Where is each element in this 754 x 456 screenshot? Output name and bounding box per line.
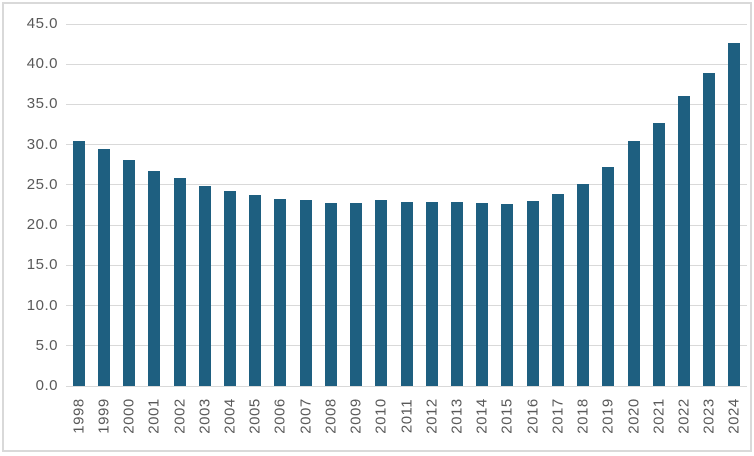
- x-tick-label: 2008: [322, 398, 340, 434]
- y-tick-label: 15.0: [26, 256, 58, 274]
- x-tick-label: 2011: [398, 398, 415, 434]
- y-tick-label: 0.0: [35, 377, 58, 394]
- x-tick-label: 2014: [473, 398, 491, 434]
- x-tick-label: 2022: [675, 398, 693, 434]
- y-tick-label: 45.0: [26, 15, 58, 32]
- x-tick-label: 2016: [524, 398, 542, 434]
- y-tick-label: 10.0: [26, 296, 58, 314]
- bar-2009: [350, 203, 363, 386]
- bar-2005: [249, 195, 262, 386]
- bar-2004: [223, 190, 236, 386]
- bar-2014: [476, 203, 489, 386]
- bar-2013: [450, 201, 463, 386]
- bar-2006: [274, 198, 287, 386]
- bar-2020: [627, 140, 640, 386]
- bar-2010: [375, 200, 388, 386]
- x-tick-label: 2003: [196, 398, 214, 434]
- gridline: [66, 103, 747, 105]
- x-tick-label: 2019: [599, 398, 617, 434]
- bar-2021: [652, 122, 665, 386]
- bar-2000: [123, 159, 136, 386]
- x-tick-label: 2020: [625, 398, 642, 434]
- bar-2012: [425, 201, 438, 386]
- bar-2017: [551, 193, 564, 386]
- x-tick-label: 2023: [700, 398, 718, 434]
- x-tick-label: 2017: [549, 398, 567, 434]
- x-tick-label: 2010: [372, 398, 390, 434]
- bar-2007: [299, 200, 312, 386]
- gridline: [66, 184, 747, 186]
- bar-2018: [577, 184, 590, 386]
- bar-2023: [703, 73, 716, 386]
- x-tick-label: 1999: [95, 398, 113, 434]
- plot-area: [66, 23, 747, 387]
- bar-2022: [677, 96, 690, 386]
- x-tick-label: 2018: [574, 398, 592, 434]
- y-tick-label: 5.0: [35, 336, 58, 354]
- y-tick-label: 40.0: [26, 55, 58, 73]
- bar-2002: [173, 178, 186, 386]
- x-tick-label: 2015: [498, 398, 516, 434]
- x-tick-label: 2021: [650, 398, 668, 434]
- x-tick-label: 2013: [448, 398, 466, 434]
- bar-2011: [400, 201, 413, 386]
- y-tick-label: 35.0: [26, 95, 58, 113]
- x-tick-label: 2000: [120, 398, 138, 434]
- x-tick-label: 2005: [246, 398, 264, 434]
- x-tick-label: 2002: [171, 398, 188, 434]
- bar-2001: [148, 171, 161, 386]
- bar-2019: [602, 167, 615, 386]
- x-tick-label: 2004: [221, 398, 239, 434]
- gridline: [66, 144, 747, 146]
- x-tick-label: 2001: [145, 398, 163, 434]
- x-tick-label: 1998: [70, 398, 88, 434]
- y-tick-label: 20.0: [26, 216, 58, 234]
- y-tick-label: 30.0: [26, 135, 58, 153]
- bar-1998: [72, 141, 85, 386]
- bar-2008: [324, 202, 337, 386]
- x-tick-label: 2006: [271, 398, 289, 434]
- bar-2003: [198, 185, 211, 386]
- gridline: [66, 385, 747, 387]
- bar-1999: [97, 148, 110, 386]
- gridline: [66, 23, 747, 25]
- gridline: [66, 63, 747, 65]
- y-tick-label: 25.0: [26, 175, 58, 193]
- x-axis: 1998 1999 2000 2001 2002 2003 2004 2005 2006 2007…: [66, 386, 747, 448]
- bar-2016: [526, 200, 539, 386]
- x-tick-label: 2007: [297, 398, 315, 434]
- bar-2024: [728, 42, 741, 386]
- x-tick-label: 2012: [423, 398, 441, 434]
- x-tick-label: 2024: [725, 398, 743, 434]
- bar-2015: [501, 204, 514, 386]
- x-tick-label: 2009: [347, 398, 365, 434]
